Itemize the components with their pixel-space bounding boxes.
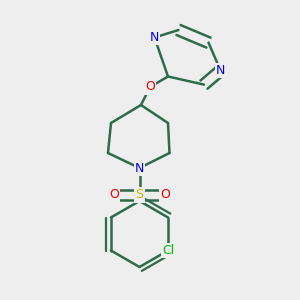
Text: O: O (160, 188, 170, 202)
Text: S: S (136, 188, 143, 202)
Text: N: N (135, 161, 144, 175)
Text: N: N (150, 31, 159, 44)
Text: Cl: Cl (162, 244, 174, 257)
Text: O: O (109, 188, 119, 202)
Text: N: N (216, 64, 225, 77)
Text: O: O (145, 80, 155, 94)
